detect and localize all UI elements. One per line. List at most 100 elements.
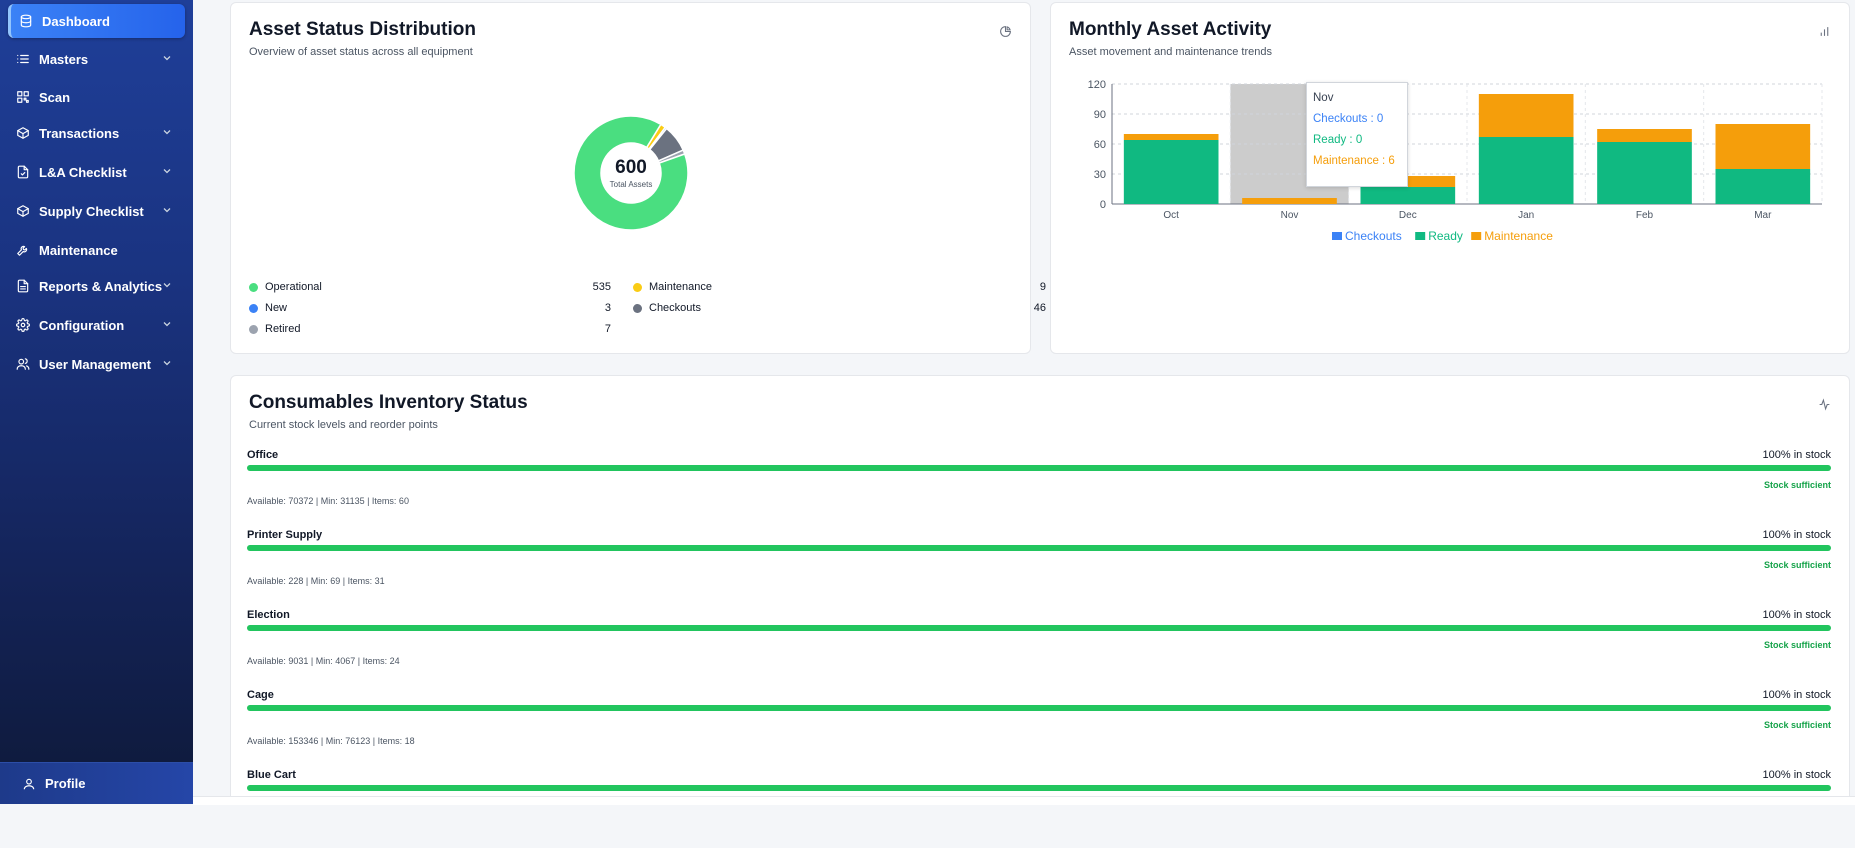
consumable-progress-fill	[247, 785, 1831, 791]
legend-swatch-maintenance	[1471, 232, 1482, 240]
qr-icon	[16, 90, 30, 104]
profile-button[interactable]: Profile	[0, 762, 193, 804]
sidebar-item-l-a-checklist[interactable]: L&A Checklist	[8, 155, 185, 189]
card-subtitle: Asset movement and maintenance trends	[1069, 46, 1273, 58]
card-subtitle: Overview of asset status across all equi…	[249, 46, 473, 58]
sidebar-item-supply-checklist[interactable]: Supply Checklist	[8, 194, 185, 228]
card-title: Monthly Asset Activity	[1069, 19, 1272, 40]
consumable-percent: 100% in stock	[1762, 769, 1831, 781]
legend-dot	[249, 324, 258, 334]
legend-item-operational: Operational	[249, 281, 322, 293]
consumable-status: Stock sufficient	[1763, 720, 1831, 730]
sidebar-item-label: Dashboard	[42, 13, 110, 29]
sidebar: Dashboard Masters Scan Transactions L&A Chec…	[0, 0, 193, 804]
legend-item-retired: Retired	[249, 323, 300, 335]
consumable-status: Stock sufficient	[1763, 480, 1831, 490]
sidebar-item-label: Masters	[39, 51, 89, 67]
consumable-name: Printer Supply	[247, 529, 323, 541]
consumables-card: Consumables Inventory Status Current sto…	[230, 375, 1850, 804]
sidebar-item-label: Transactions	[39, 125, 120, 141]
tooltip-maintenance: Maintenance : 6	[1313, 155, 1395, 167]
consumable-name: Office	[247, 449, 279, 461]
x-tick-label: Nov	[1281, 210, 1299, 221]
sidebar-item-dashboard[interactable]: Dashboard	[8, 4, 185, 38]
consumable-info: Available: 153346 | Min: 76123 | Items: …	[247, 736, 415, 746]
consumable-progress-fill	[247, 545, 1831, 551]
consumable-row: Cage 100% in stock Stock sufficient Availab…	[247, 689, 1831, 768]
chevron-down-icon	[163, 322, 171, 327]
y-tick-label: 60	[1094, 139, 1106, 151]
asset-status-card: Asset Status Distribution Overview of as…	[230, 2, 1046, 354]
sidebar-item-label: Maintenance	[39, 242, 118, 258]
list-icon	[16, 52, 30, 66]
legend-label: Maintenance	[649, 281, 712, 293]
y-tick-label: 120	[1088, 79, 1106, 91]
tooltip-checkouts: Checkouts : 0	[1313, 113, 1384, 125]
bar-ready-feb	[1597, 142, 1692, 204]
sidebar-item-label: Supply Checklist	[39, 203, 144, 219]
donut-total-value: 600	[615, 157, 647, 178]
consumable-row: Printer Supply 100% in stock Stock suffici…	[247, 529, 1831, 608]
sidebar-item-transactions[interactable]: Transactions	[8, 116, 185, 150]
consumable-progress-bar	[247, 545, 1831, 551]
consumable-info: Available: 9031 | Min: 4067 | Items: 24	[247, 656, 400, 666]
consumable-percent: 100% in stock	[1762, 689, 1831, 701]
legend-swatch-ready	[1415, 232, 1426, 240]
sidebar-item-configuration[interactable]: Configuration	[8, 308, 185, 342]
legend-value: 7	[604, 323, 611, 335]
card-title: Asset Status Distribution	[249, 19, 476, 40]
tooltip-ready: Ready : 0	[1313, 134, 1363, 146]
x-tick-label: Oct	[1163, 210, 1179, 221]
sidebar-item-user-management[interactable]: User Management	[8, 347, 185, 381]
consumable-percent: 100% in stock	[1762, 449, 1831, 461]
wrench-icon	[16, 243, 30, 257]
gear-icon	[16, 318, 30, 332]
legend-item-checkouts: Checkouts	[633, 302, 701, 314]
bar-ready-oct	[1123, 140, 1219, 204]
card-subtitle: Current stock levels and reorder points	[249, 419, 438, 431]
sidebar-item-label: User Management	[39, 356, 151, 372]
sidebar-item-label: Scan	[39, 89, 71, 105]
sidebar-item-masters[interactable]: Masters	[8, 42, 185, 76]
consumable-progress-fill	[247, 625, 1831, 631]
y-tick-label: 0	[1100, 199, 1106, 211]
sidebar-item-label: Configuration	[39, 317, 125, 333]
legend-item-new: New	[249, 302, 287, 314]
bar-maintenance-mar	[1715, 124, 1811, 169]
donut-slice-operational[interactable]	[573, 115, 689, 231]
x-tick-label: Jan	[1518, 210, 1534, 221]
legend-value: 46	[1033, 302, 1046, 314]
chevron-down-icon	[163, 169, 171, 174]
chevron-down-icon	[163, 361, 171, 366]
box-icon	[16, 126, 30, 140]
sidebar-item-reports-analytics[interactable]: Reports & Analytics	[8, 269, 185, 303]
bar-ready-mar	[1715, 169, 1811, 204]
bar-ready-dec	[1360, 187, 1456, 204]
activity-icon	[1819, 398, 1830, 411]
card-title: Consumables Inventory Status	[249, 392, 528, 413]
consumable-row: Blue Cart 100% in stock	[247, 769, 1831, 848]
x-tick-label: Mar	[1754, 210, 1772, 221]
consumable-name: Cage	[247, 689, 274, 701]
user-icon	[23, 778, 35, 789]
legend-swatch-checkouts	[1332, 232, 1342, 240]
x-tick-label: Dec	[1399, 210, 1417, 221]
consumable-status: Stock sufficient	[1763, 640, 1831, 650]
legend-label: Checkouts	[649, 302, 701, 314]
legend-value: 535	[592, 281, 611, 293]
consumable-info: Available: 70372 | Min: 31135 | Items: 6…	[247, 496, 409, 506]
legend-dot	[633, 303, 642, 313]
tooltip-month: Nov	[1313, 92, 1334, 104]
report-icon	[16, 279, 30, 293]
footer-strip	[193, 796, 1855, 805]
sidebar-item-scan[interactable]: Scan	[8, 80, 185, 114]
box-icon	[16, 204, 30, 218]
chevron-down-icon	[163, 283, 171, 288]
consumable-name: Election	[247, 609, 290, 621]
legend-dot	[249, 303, 258, 313]
legend-value: 9	[1039, 281, 1046, 293]
pie-chart-icon	[1000, 26, 1011, 37]
sidebar-item-label: Reports & Analytics	[39, 278, 163, 294]
sidebar-item-maintenance[interactable]: Maintenance	[8, 233, 185, 267]
consumable-progress-bar	[247, 705, 1831, 711]
